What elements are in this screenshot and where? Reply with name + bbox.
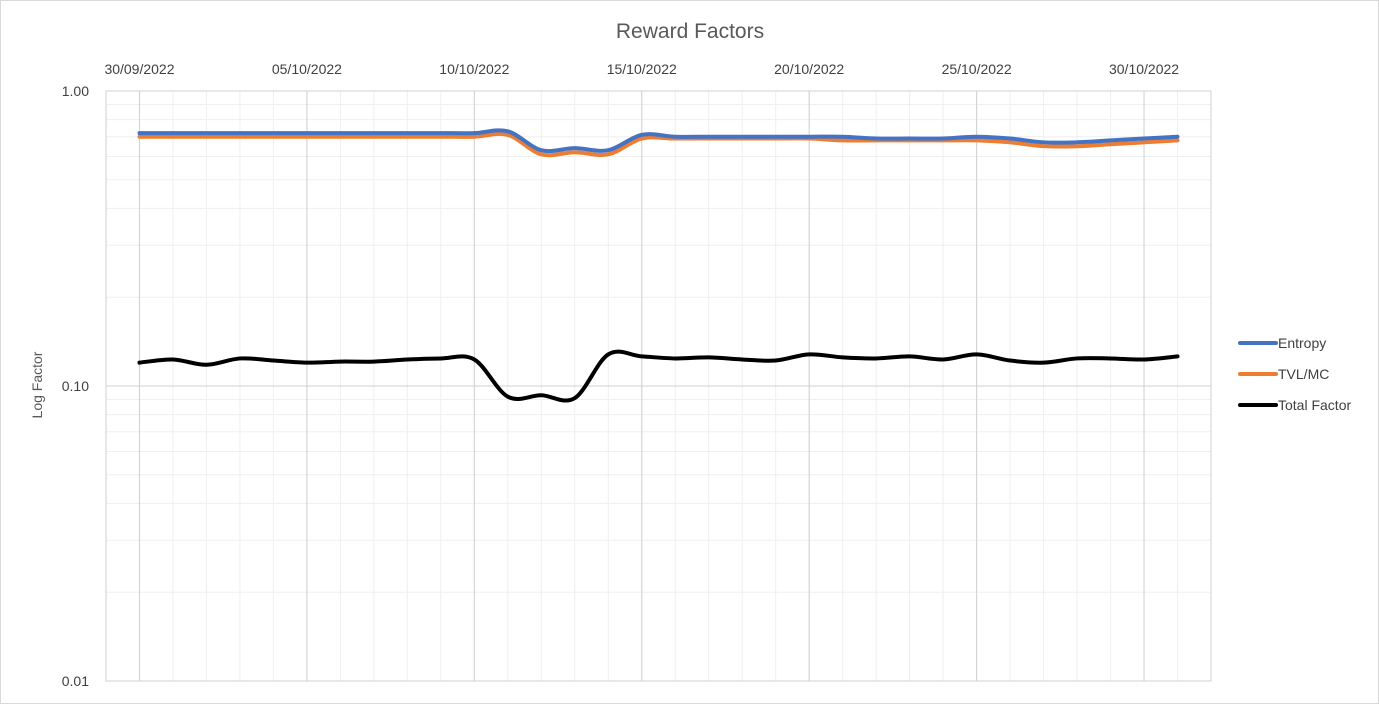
x-tick-label: 20/10/2022	[774, 61, 844, 77]
x-axis-ticks: 30/09/2022 05/10/2022 10/10/2022 15/10/2022…	[104, 61, 1179, 77]
legend: Entropy TVL/MC Total Factor	[1238, 335, 1351, 413]
y-tick-label: 0.01	[62, 673, 89, 689]
y-tick-label: 0.10	[62, 378, 89, 394]
x-tick-label: 30/09/2022	[104, 61, 174, 77]
x-tick-label: 10/10/2022	[439, 61, 509, 77]
x-tick-label: 25/10/2022	[942, 61, 1012, 77]
gridlines	[105, 90, 1212, 682]
legend-label: Total Factor	[1278, 397, 1351, 413]
chart-title: Reward Factors	[616, 20, 764, 43]
x-tick-label: 30/10/2022	[1109, 61, 1179, 77]
y-tick-label: 1.00	[62, 83, 89, 99]
series-lines	[137, 128, 1180, 403]
legend-label: Entropy	[1278, 335, 1326, 351]
y-axis-title: Log Factor	[29, 351, 45, 418]
plot-border	[105, 90, 1212, 682]
series-line-tvl-mc	[137, 131, 1180, 158]
series-line-total-factor	[137, 349, 1180, 403]
legend-label: TVL/MC	[1278, 366, 1329, 382]
x-tick-label: 15/10/2022	[607, 61, 677, 77]
x-tick-label: 05/10/2022	[272, 61, 342, 77]
series-line-entropy	[137, 128, 1180, 154]
y-axis-ticks: 0.01 0.10 1.00	[62, 83, 89, 689]
